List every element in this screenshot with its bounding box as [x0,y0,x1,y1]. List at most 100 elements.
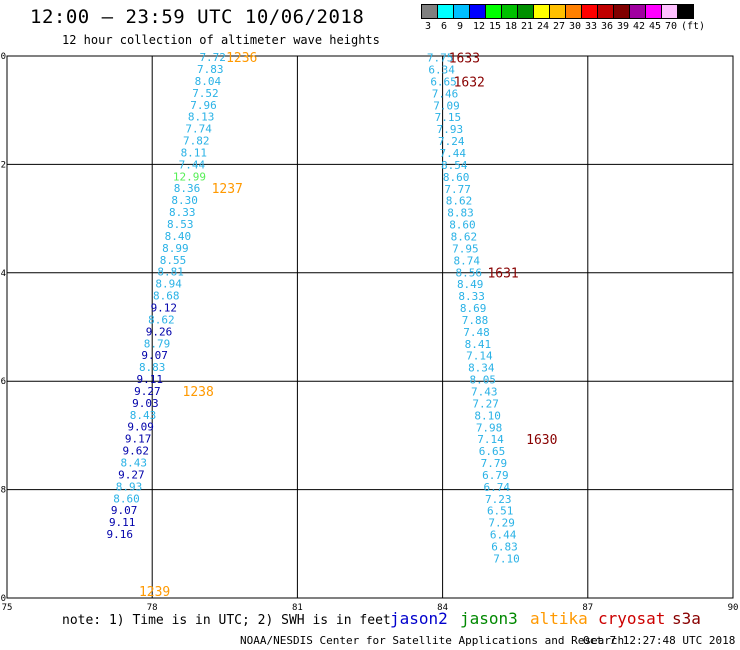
y-tick-label: -18 [0,486,6,496]
wave-height-label-track-b: 8.05 [470,374,497,387]
wave-height-label-track-b: 6.51 [487,505,514,518]
y-tick-label: -14 [0,269,6,279]
wave-height-label-track-b: 8.83 [447,207,474,220]
wave-height-label-track-a: 8.13 [188,111,215,124]
legend-label: 70 [665,21,678,32]
wave-height-label-track-a: 7.74 [185,123,212,136]
pass-time-label: 1236 [226,51,257,66]
wave-height-label-track-a: 9.27 [134,385,161,398]
legend-label: 39 [617,21,630,32]
wave-height-label-track-a: 9.11 [109,516,136,529]
wave-height-label-track-a: 8.83 [139,361,166,374]
wave-height-label-track-a: 8.79 [144,337,171,350]
pass-time-label: 1633 [449,52,480,67]
legend-label: 21 [521,21,534,32]
wave-height-label-track-b: 7.88 [462,314,489,327]
wave-height-label-track-b: 8.33 [458,290,485,303]
wave-height-label-track-b: 6.74 [484,481,511,494]
wave-height-label-track-b: 8.56 [455,266,482,279]
mission-jason3: jason3 [460,609,518,628]
wave-height-label-track-b: 7.15 [435,111,462,124]
plot-frame [6,55,734,599]
wave-height-label-track-b: 7.77 [444,183,471,196]
wave-height-label-track-b: 7.09 [433,99,460,112]
wave-height-label-track-b: 8.74 [454,254,481,267]
x-tick-label: 78 [147,603,158,613]
page-title: 12:00 – 23:59 UTC 10/06/2018 [30,6,365,28]
wave-height-label-track-a: 7.72 [199,51,226,64]
color-legend [421,4,694,19]
credit-line: NOAA/NESDIS Center for Satellite Applica… [240,634,625,647]
pass-time-label: 1239 [139,585,170,600]
wave-height-label-track-a: 7.44 [179,158,206,171]
wave-height-label-track-a: 8.43 [121,457,148,470]
wave-height-label-track-a: 8.36 [174,182,201,195]
wave-height-label-track-b: 7.14 [477,433,504,446]
legend-label: 12 [473,21,486,32]
wave-height-label-track-b: 8.54 [441,159,468,172]
wave-height-label-track-a: 7.52 [192,87,219,100]
wave-height-label-track-b: 7.29 [488,517,515,530]
legend-label: 9 [457,21,464,32]
wave-height-label-track-a: 8.60 [113,492,140,505]
mission-cryosat: cryosat [598,609,666,628]
mission-jason2: jason2 [390,609,448,628]
pass-time-label: 1237 [212,182,243,197]
wave-height-label-track-b: 6.44 [490,529,517,542]
wave-height-label-track-a: 9.09 [127,421,154,434]
x-tick-label: 90 [728,603,739,613]
legend-label: 33 [585,21,598,32]
wave-height-label-track-b: 7.27 [472,397,499,410]
wave-height-label-track-a: 9.16 [107,528,134,541]
wave-height-label-track-b: 8.41 [465,338,492,351]
wave-height-label-track-b: 8.10 [474,409,501,422]
wave-height-label-track-b: 7.79 [481,457,508,470]
legend-label: 30 [569,21,582,32]
wave-height-label-track-b: 7.43 [471,385,498,398]
wave-height-label-track-a: 9.62 [122,445,149,458]
color-legend-labels: 3 6 9 12 15 18 21 24 27 30 33 36 39 42 45 70 (ft) [421,21,740,33]
wave-height-label-track-b: 6.34 [428,64,455,77]
legend-label: (ft) [681,21,706,32]
wave-height-label-track-a: 7.82 [183,135,210,148]
wave-height-label-track-a: 9.07 [141,349,168,362]
generated-timestamp: Oct 7 12:27:48 UTC 2018 [583,634,736,647]
wave-height-label-track-b: 8.62 [446,195,473,208]
legend-swatch [677,4,694,19]
wave-height-label-track-b: 8.69 [460,302,487,315]
mission-s3a: s3a [672,609,701,628]
wave-height-label-track-b: 8.60 [449,219,476,232]
wave-height-label-track-a: 8.43 [130,409,157,422]
legend-label: 27 [553,21,566,32]
wave-height-label-track-a: 8.94 [155,278,182,291]
pass-time-label: 1632 [454,75,485,90]
y-tick-label: -20 [0,594,6,604]
legend-label: 18 [505,21,518,32]
wave-height-label-track-b: 7.23 [485,493,512,506]
pass-time-label: 1631 [487,266,518,281]
legend-label: 6 [441,21,448,32]
wave-height-label-track-b: 7.14 [466,350,493,363]
legend-label: 36 [601,21,614,32]
legend-label: 45 [649,21,662,32]
wave-height-label-track-a: 8.99 [162,242,189,255]
y-tick-label: -16 [0,377,6,387]
page-subtitle: 12 hour collection of altimeter wave hei… [62,33,380,47]
wave-height-label-track-b: 7.44 [440,147,467,160]
y-tick-label: -12 [0,160,6,170]
wave-height-label-track-b: 8.34 [468,362,495,375]
wave-height-label-track-b: 7.93 [437,123,464,136]
legend-label: 24 [537,21,550,32]
wave-height-label-track-b: 8.49 [457,278,484,291]
wave-height-label-track-a: 8.93 [116,480,143,493]
footer-note: note: 1) Time is in UTC; 2) SWH is in fe… [62,613,391,628]
pass-time-label: 1630 [526,433,557,448]
wave-height-label-track-a: 9.12 [151,301,178,314]
wave-height-label-track-a: 8.40 [165,230,192,243]
legend-label: 42 [633,21,646,32]
wave-height-label-track-b: 7.48 [463,326,490,339]
wave-height-label-track-a: 9.26 [146,325,173,338]
wave-height-label-track-a: 9.11 [137,373,164,386]
wave-height-label-track-a: 8.33 [169,206,196,219]
y-tick-label: -10 [0,52,6,62]
